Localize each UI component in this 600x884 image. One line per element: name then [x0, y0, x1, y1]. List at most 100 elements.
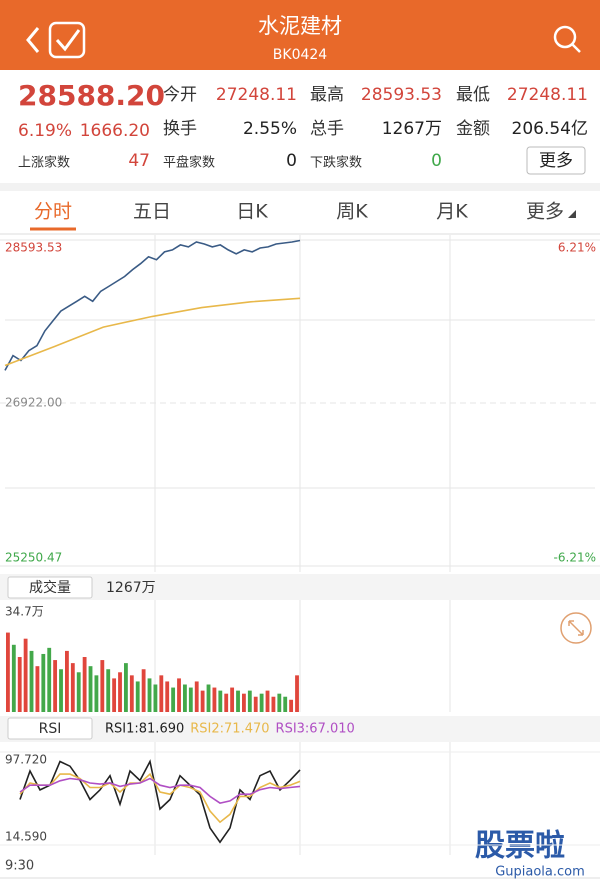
rsi-title[interactable]: RSI [39, 721, 62, 737]
tab[interactable]: 月K [436, 201, 468, 223]
volume-bar [224, 693, 229, 712]
expand-button[interactable] [560, 612, 592, 644]
volume-bar [135, 681, 140, 712]
volume-bar [106, 669, 111, 712]
field-label: 今开 [163, 85, 197, 105]
volume-bar [230, 687, 235, 712]
tab[interactable]: 分时 [34, 201, 72, 223]
check-icon [55, 29, 81, 52]
volume-bar [94, 675, 99, 712]
volume-bar [153, 684, 158, 712]
volume-bar [271, 696, 276, 712]
watermark: 股票啦 [475, 829, 565, 864]
volume-bar [242, 693, 246, 712]
volume-bar [188, 687, 193, 712]
volume-bar [47, 647, 52, 712]
y-tick-label: 34.7万 [5, 605, 44, 619]
volume-bar [218, 690, 223, 712]
volume-total: 1267万 [106, 580, 156, 596]
code: BK0424 [273, 47, 328, 63]
volume-bar [277, 693, 282, 712]
volume-bar [206, 684, 211, 712]
rsi-header [0, 716, 600, 742]
y2-tick-label: 6.21% [558, 241, 596, 255]
series-line [4, 297, 301, 367]
expand-icon [568, 620, 584, 636]
stat-value: 47 [128, 151, 150, 171]
volume-bar [70, 663, 75, 712]
legend-entry: RSI2:71.470 [190, 722, 269, 737]
volume-bar [129, 675, 134, 712]
volume-bar [6, 632, 10, 712]
volume-bar [11, 644, 16, 712]
field-label: 最高 [310, 85, 344, 105]
volume-bar [159, 675, 164, 712]
volume-bar [194, 681, 199, 712]
tab[interactable]: 更多 [526, 201, 564, 223]
volume-bar [200, 690, 205, 712]
legend-entry: RSI1:81.690 [105, 722, 184, 737]
back-button[interactable] [26, 27, 40, 53]
search-handle [571, 43, 581, 53]
change-pct: 6.19% [18, 121, 72, 141]
change: 1666.20 [80, 121, 150, 141]
volume-bar [177, 678, 181, 712]
volume-button[interactable] [7, 576, 93, 599]
time-label: 9:30 [5, 859, 34, 874]
field-label: 金额 [456, 119, 490, 139]
stat-value: 0 [431, 151, 442, 171]
volume-header [0, 574, 600, 600]
volume-bar [118, 672, 122, 712]
series-line [19, 759, 301, 844]
y2-tick-label: -6.21% [554, 551, 596, 565]
more-button[interactable] [526, 146, 586, 175]
volume-bar [283, 696, 288, 712]
y-tick-label: 28593.53 [5, 241, 62, 255]
volume-bar [29, 650, 34, 712]
y-tick-label: 25250.47 [5, 551, 62, 565]
field-label: 最低 [456, 85, 490, 105]
search-button[interactable] [553, 25, 577, 49]
volume-bar [76, 672, 81, 712]
volume-bar [295, 675, 299, 712]
rsi-button[interactable] [7, 717, 93, 740]
more-button-label[interactable]: 更多 [539, 151, 573, 171]
time-grid [5, 235, 595, 855]
tab[interactable]: 五日 [133, 201, 171, 223]
divider [0, 183, 600, 191]
volume-bar [88, 666, 93, 712]
stat-label: 下跌家数 [310, 155, 362, 171]
field-label: 总手 [310, 119, 344, 139]
stat-label: 平盘家数 [163, 155, 215, 171]
watermark-url: Gupiaola.com [495, 865, 585, 880]
volume-bar [265, 690, 270, 712]
legend-entry: RSI3:67.010 [276, 722, 355, 737]
volume-bar [35, 666, 40, 712]
volume-bar [82, 657, 87, 712]
volume-bar [212, 687, 217, 712]
volume-bar [236, 690, 240, 712]
field-value: 1267万 [382, 119, 442, 139]
watch-checkbox[interactable] [48, 21, 86, 59]
field-label: 换手 [163, 119, 197, 139]
tab[interactable]: 周K [336, 201, 368, 223]
volume-bar [59, 669, 63, 712]
tab[interactable]: 日K [236, 201, 268, 223]
volume-title[interactable]: 成交量 [29, 579, 71, 596]
volume-bar [147, 678, 152, 712]
volume-bar [65, 650, 69, 712]
field-value: 206.54亿 [512, 119, 588, 139]
volume-bar [247, 690, 252, 712]
volume-bar [141, 669, 146, 712]
price: 28588.20 [18, 79, 165, 112]
volume-bar [171, 687, 176, 712]
title: 水泥建材 [258, 14, 342, 38]
field-value: 28593.53 [361, 85, 442, 105]
header-bar [0, 0, 600, 70]
y-tick-label: 14.590 [5, 830, 47, 844]
tab-triangle [568, 210, 576, 218]
stat-label: 上涨家数 [18, 155, 70, 171]
volume-bar [259, 693, 264, 712]
y-tick-label: 26922.00 [5, 396, 62, 410]
volume-bar [23, 638, 28, 712]
